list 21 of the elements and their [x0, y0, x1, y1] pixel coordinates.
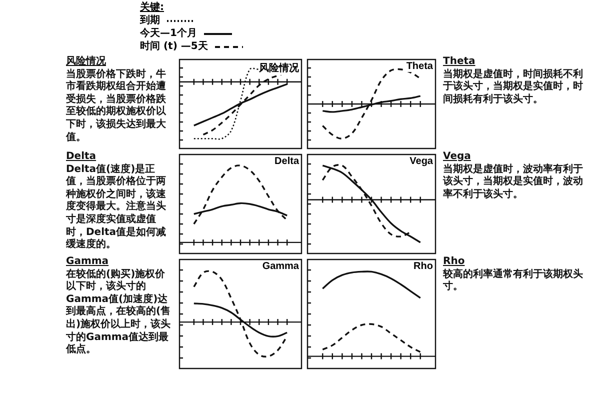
text: 当期权是虚值时，时间损耗不利于该头寸，当期权是实值时，时间损耗有利于该头寸。	[443, 68, 583, 106]
chart-title: Delta	[274, 156, 299, 167]
text: 风险情况	[66, 56, 107, 68]
text: Theta	[443, 56, 476, 68]
legend-label: 时间 (t) —5天	[140, 40, 208, 53]
text: Delta值(速度)是正值，当股票价格位于两种施权价之间时，该速度变得最大。注意当头寸是深度实值或虚值时，Delta值是如何减缓速度的。	[66, 164, 168, 252]
text: 较高的利率通常有利于该期权头寸。	[443, 268, 583, 294]
text: Rho	[443, 256, 466, 268]
chart-title: Rho	[414, 261, 433, 272]
text: Vega	[443, 151, 472, 164]
legend-label: 今天—1个月	[140, 27, 197, 40]
chart-title: Theta	[406, 61, 433, 72]
text: 在较低的(购买)施权价以下时，该头寸的Gamma值(加速度)达到最高点，在较高的(售出)施权价以上时，该头寸的Gamma值达到最低点。	[66, 268, 172, 357]
text: 当股票价格下跌时，牛市看跌期权组合开始遭受损失，当股票价格跌至较低的期权施权价以下时，该损失达到最大值。	[66, 68, 167, 144]
chart-title: Gamma	[262, 261, 299, 272]
chart-title: Vega	[410, 156, 433, 167]
legend-label: 到期	[140, 14, 160, 27]
legend-title: 关键:	[140, 1, 165, 14]
text: Gamma	[66, 256, 110, 268]
text: 当期权是虚值时，波动率有利于该头寸，当期权是实值时，波动率不利于该头寸。	[443, 164, 583, 202]
text: Delta	[66, 151, 98, 164]
